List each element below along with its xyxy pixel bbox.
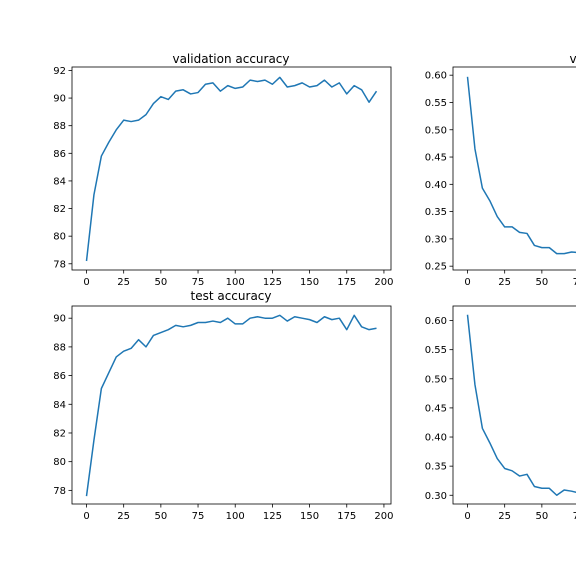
x-tick-label: 75 <box>192 511 205 522</box>
series-line <box>466 314 576 497</box>
x-tick-label: 100 <box>226 511 245 522</box>
axes-frame <box>452 66 576 271</box>
series-line <box>466 76 576 255</box>
x-tick-label: 100 <box>226 277 245 288</box>
y-tick-label: 0.35 <box>425 207 447 218</box>
x-tick-label: 200 <box>374 511 393 522</box>
y-tick-label: 0.40 <box>425 433 447 444</box>
y-tick-label: 0.60 <box>425 316 447 327</box>
x-tick-label: 150 <box>300 511 319 522</box>
y-tick-label: 82 <box>53 204 66 215</box>
x-tick-label: 200 <box>374 277 393 288</box>
y-tick-label: 90 <box>53 314 66 325</box>
test-accuracy-plot: 0 25 50 75 100 125 150 175 200 78 80 82 84 86 88 90 <box>53 305 393 522</box>
x-tick-label: 25 <box>117 277 130 288</box>
y-tick-label: 84 <box>53 176 66 187</box>
x-tick-label: 75 <box>573 277 576 288</box>
panel-validation-loss: v 0 25 50 75 0.25 0.30 0.35 0.40 0.45 0.50 0.55 0.6… <box>425 52 576 288</box>
x-tick-label: 175 <box>337 511 356 522</box>
panel-title: test accuracy <box>191 289 272 303</box>
panel-test-loss: 0 25 50 75 0.30 0.35 0.40 0.45 0.50 0.55 0.60 <box>425 305 576 522</box>
y-tick-label: 88 <box>53 342 66 353</box>
y-tick-label: 0.25 <box>425 262 447 273</box>
y-tick-label: 0.45 <box>425 153 447 164</box>
x-tick-label: 175 <box>337 277 356 288</box>
x-tick-label: 0 <box>83 277 89 288</box>
x-tick-label: 0 <box>464 511 470 522</box>
x-tick-label: 125 <box>263 277 282 288</box>
y-tick-label: 0.45 <box>425 403 447 414</box>
axes-frame <box>71 66 392 271</box>
validation-loss-plot: 0 25 50 75 0.25 0.30 0.35 0.40 0.45 0.50 0.55 0.60 <box>425 66 576 288</box>
series-line <box>85 76 378 262</box>
x-tick-label: 50 <box>535 277 548 288</box>
series-line <box>85 314 377 497</box>
y-tick-label: 78 <box>53 259 66 270</box>
y-tick-label: 88 <box>53 121 66 132</box>
x-tick-label: 150 <box>300 277 319 288</box>
y-tick-label: 90 <box>53 94 66 105</box>
validation-accuracy-plot: 0 25 50 75 100 125 150 175 200 78 80 82 84 86 88 90 92 <box>53 66 393 288</box>
y-tick-label: 0.40 <box>425 180 447 191</box>
x-tick-label: 25 <box>498 511 511 522</box>
y-tick-label: 0.60 <box>425 71 447 82</box>
y-tick-label: 84 <box>53 400 66 411</box>
y-tick-label: 86 <box>53 149 66 160</box>
y-tick-label: 86 <box>53 371 66 382</box>
x-tick-label: 75 <box>573 511 576 522</box>
x-tick-label: 50 <box>535 511 548 522</box>
y-tick-label: 82 <box>53 428 66 439</box>
y-tick-label: 0.55 <box>425 345 447 356</box>
x-tick-label: 75 <box>192 277 205 288</box>
axes-frame <box>71 305 392 505</box>
x-tick-label: 50 <box>154 277 167 288</box>
y-tick-label: 0.50 <box>425 125 447 136</box>
y-tick-label: 80 <box>53 232 66 243</box>
y-tick-label: 92 <box>53 66 66 77</box>
y-tick-label: 0.50 <box>425 374 447 385</box>
x-tick-label: 0 <box>83 511 89 522</box>
y-tick-label: 78 <box>53 486 66 497</box>
y-tick-label: 0.35 <box>425 462 447 473</box>
x-tick-label: 25 <box>117 511 130 522</box>
panel-validation-accuracy: validation accuracy 0 25 50 75 100 125 150 175 2… <box>53 52 393 288</box>
x-tick-label: 0 <box>464 277 470 288</box>
x-tick-label: 25 <box>498 277 511 288</box>
panel-test-accuracy: test accuracy 0 25 50 75 100 125 150 175 200 78 80… <box>53 289 393 522</box>
y-tick-label: 0.30 <box>425 234 447 245</box>
y-tick-label: 80 <box>53 457 66 468</box>
y-tick-label: 0.55 <box>425 98 447 109</box>
panel-title: validation accuracy <box>172 52 289 66</box>
axes-frame <box>452 305 576 505</box>
x-tick-label: 125 <box>263 511 282 522</box>
panel-title: v <box>569 52 576 66</box>
y-tick-label: 0.30 <box>425 491 447 502</box>
test-loss-plot: 0 25 50 75 0.30 0.35 0.40 0.45 0.50 0.55 0.60 <box>425 305 576 522</box>
x-tick-label: 50 <box>154 511 167 522</box>
